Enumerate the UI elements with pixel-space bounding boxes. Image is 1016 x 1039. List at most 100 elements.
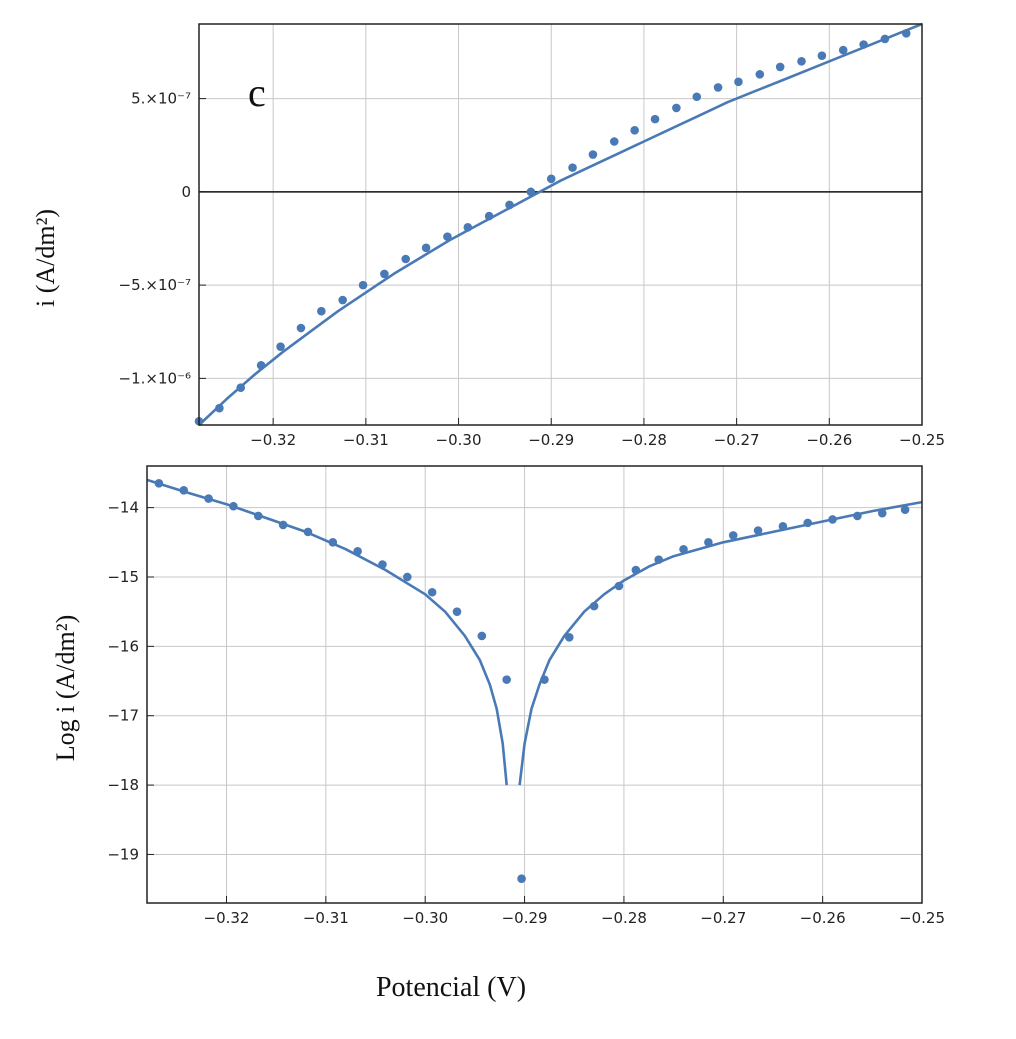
- data-point: [614, 581, 624, 591]
- data-point: [692, 92, 702, 102]
- data-point: [378, 560, 387, 569]
- y-tick-labels: 5.×10⁻⁷ 0 −5.×10⁻⁷ −1.×10⁻⁶: [119, 90, 191, 388]
- fit-curve: [198, 22, 923, 426]
- data-point: [303, 527, 313, 537]
- data-point: [679, 544, 688, 554]
- x-tick-label: −0.27: [700, 909, 746, 927]
- y-tick-label: −5.×10⁻⁷: [119, 276, 191, 294]
- y-tick-label: −17: [107, 707, 139, 725]
- data-point: [452, 607, 462, 616]
- fit-line: [518, 500, 923, 786]
- data-point: [728, 531, 738, 540]
- data-point: [631, 565, 641, 575]
- data-point: [229, 501, 238, 511]
- data-point: [877, 508, 887, 518]
- data-point: [296, 323, 306, 333]
- x-tick-labels: −0.32 −0.31 −0.30 −0.29 −0.28 −0.27 −0.26 −0.25: [250, 431, 945, 449]
- data-point: [901, 29, 911, 38]
- data-point: [517, 874, 526, 884]
- y-axis-label: Log i (A/dm²): [51, 615, 80, 761]
- x-tick-label: −0.29: [502, 909, 548, 927]
- x-tick-label: −0.30: [436, 431, 482, 449]
- data-point: [256, 361, 266, 370]
- data-point: [317, 306, 326, 316]
- y-tick-label: 0: [181, 183, 191, 201]
- x-tick-label: −0.27: [714, 431, 760, 449]
- data-point: [568, 163, 577, 172]
- data-point: [477, 631, 487, 641]
- data-point: [546, 174, 556, 184]
- data-point: [609, 137, 619, 146]
- data-points: [194, 29, 911, 426]
- plot-frame: [198, 23, 923, 426]
- data-point: [803, 518, 813, 528]
- data-point: [734, 77, 743, 87]
- fit-line: [198, 22, 923, 426]
- data-point: [278, 520, 288, 530]
- data-point: [654, 555, 663, 564]
- data-point: [588, 150, 598, 159]
- y-tick-label: −16: [107, 637, 139, 655]
- data-point: [775, 62, 785, 72]
- data-point: [215, 403, 224, 413]
- panel-label: c: [248, 70, 266, 115]
- y-tick-label: −14: [107, 499, 139, 517]
- data-point: [564, 633, 574, 642]
- x-tick-label: −0.25: [899, 909, 945, 927]
- data-point: [838, 45, 848, 55]
- data-point: [427, 587, 437, 597]
- data-point: [380, 269, 389, 279]
- data-point: [338, 295, 347, 305]
- data-point: [328, 538, 338, 547]
- data-point: [853, 511, 862, 521]
- current-density-panel: −0.32 −0.31 −0.30 −0.29 −0.28 −0.27 −0.26 −0.25…: [31, 22, 945, 449]
- data-point: [421, 243, 431, 253]
- data-point: [589, 601, 599, 611]
- x-tick-label: −0.32: [204, 909, 250, 927]
- y-tick-label: −15: [107, 568, 139, 586]
- y-tick-label: 5.×10⁻⁷: [131, 90, 191, 108]
- x-tick-label: −0.26: [806, 431, 852, 449]
- fit-curve: [146, 478, 923, 786]
- log-current-panel: −0.32 −0.31 −0.30 −0.29 −0.28 −0.27 −0.26 −0.25…: [51, 465, 945, 1003]
- fit-line: [146, 478, 508, 786]
- x-tick-label: −0.29: [528, 431, 574, 449]
- x-tick-label: −0.26: [800, 909, 846, 927]
- data-point: [236, 383, 246, 392]
- x-tick-labels: −0.32 −0.31 −0.30 −0.29 −0.28 −0.27 −0.26 −0.25: [204, 909, 945, 927]
- data-point: [358, 280, 368, 290]
- grid-lines: [147, 466, 923, 903]
- data-point: [672, 103, 681, 113]
- data-point: [253, 511, 263, 521]
- data-point: [276, 342, 285, 351]
- y-tick-labels: −14 −15 −16 −17 −18 −19: [107, 499, 139, 864]
- grid-lines: [199, 24, 923, 425]
- data-points: [154, 479, 910, 884]
- data-point: [401, 254, 411, 264]
- x-tick-label: −0.31: [343, 431, 389, 449]
- data-point: [880, 34, 890, 44]
- data-point: [484, 211, 494, 221]
- data-point: [650, 114, 660, 124]
- x-tick-label: −0.32: [250, 431, 296, 449]
- data-point: [713, 83, 723, 92]
- data-point: [443, 232, 452, 241]
- data-point: [817, 51, 827, 61]
- data-point: [463, 222, 473, 232]
- y-axis-label: i (A/dm²): [31, 209, 60, 307]
- x-tick-label: −0.25: [899, 431, 945, 449]
- x-tick-label: −0.28: [621, 431, 667, 449]
- data-point: [505, 200, 514, 210]
- data-point: [778, 522, 788, 531]
- x-tick-label: −0.28: [601, 909, 647, 927]
- data-point: [204, 494, 213, 503]
- y-tick-label: −19: [107, 845, 139, 863]
- y-tick-label: −1.×10⁻⁶: [119, 369, 191, 387]
- data-point: [704, 538, 713, 547]
- data-point: [900, 505, 910, 514]
- data-point: [179, 485, 189, 495]
- data-point: [502, 675, 511, 684]
- x-axis-label: Potencial (V): [376, 972, 526, 1003]
- data-point: [630, 126, 639, 135]
